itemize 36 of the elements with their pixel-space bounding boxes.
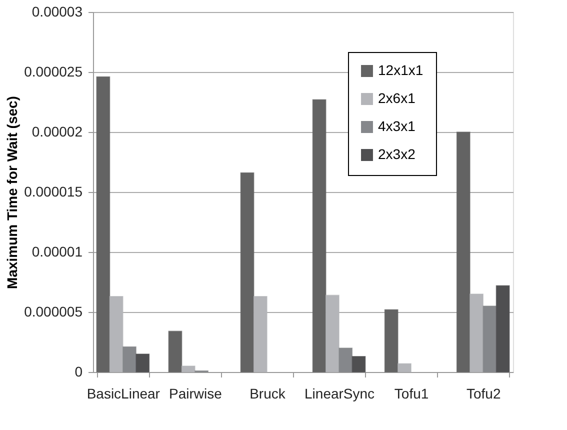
x-tick-label: Bruck — [250, 386, 286, 402]
bar — [456, 132, 470, 372]
bar — [384, 309, 398, 372]
y-tick-label: 0.000025 — [24, 64, 83, 80]
legend-label: 2x3x2 — [378, 146, 416, 162]
x-tick-label: Tofu1 — [394, 386, 429, 402]
bar — [312, 99, 326, 372]
bar — [122, 346, 136, 372]
y-tick-label: 0.00002 — [32, 124, 83, 140]
legend-label: 12x1x1 — [378, 62, 424, 78]
x-tick-label: LinearSync — [304, 386, 375, 402]
x-tick-label: BasicLinear — [86, 386, 160, 402]
legend-label: 4x3x1 — [378, 118, 416, 134]
legend-label: 2x6x1 — [378, 90, 416, 106]
bar — [482, 306, 497, 372]
y-tick-label: 0.00003 — [32, 4, 83, 20]
bar — [136, 354, 150, 372]
bar — [496, 285, 510, 372]
bar — [338, 348, 353, 372]
x-tick-label: Pairwise — [168, 386, 222, 402]
bar — [96, 76, 110, 372]
bar — [181, 366, 196, 372]
y-tick-label: 0 — [74, 364, 83, 380]
bar — [168, 330, 182, 372]
bar — [325, 294, 340, 372]
y-tick-label: 0.000015 — [24, 184, 83, 200]
y-axis-title: Maximum Time for Wait (sec) — [4, 96, 20, 289]
x-tick-label: Tofu2 — [466, 386, 501, 402]
bar — [253, 296, 268, 372]
y-tick-label: 0.00001 — [32, 244, 83, 260]
bar — [470, 294, 484, 372]
bar — [240, 172, 254, 372]
bar — [352, 356, 366, 372]
bar — [109, 296, 124, 372]
y-tick-label: 0.000005 — [24, 304, 83, 320]
bar — [398, 363, 412, 372]
